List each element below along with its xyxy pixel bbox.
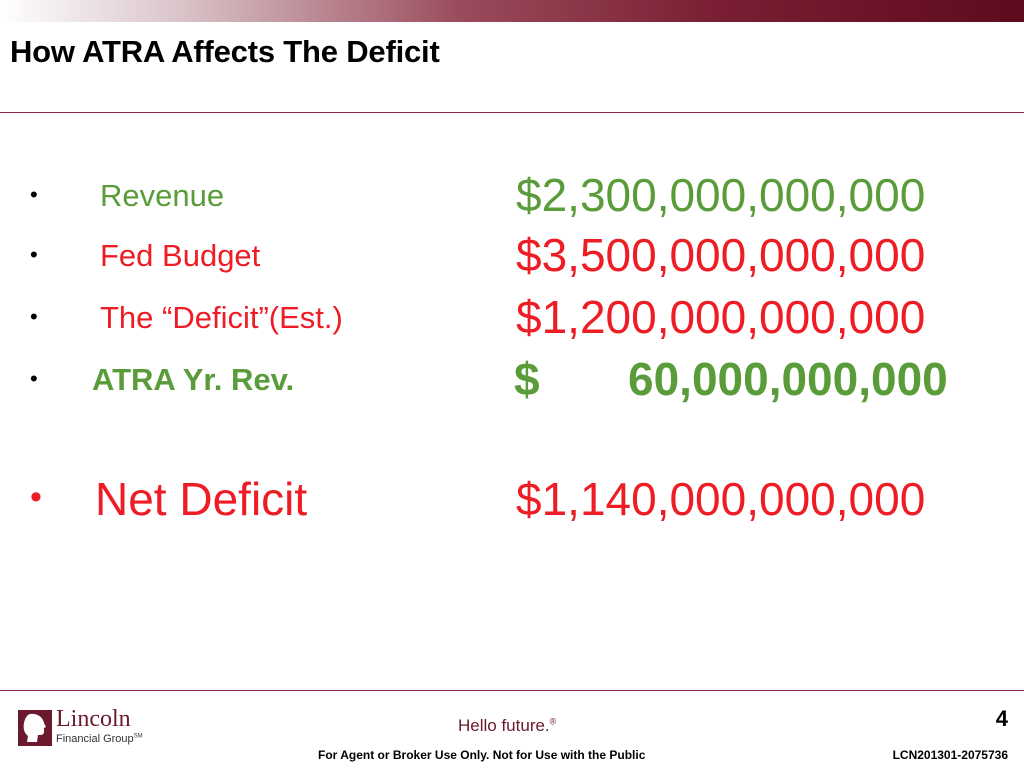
bullet: • xyxy=(30,304,38,329)
tagline-text: Hello future. xyxy=(458,716,550,735)
row-amount: $2,300,000,000,000 xyxy=(516,169,926,221)
footer-disclaimer: For Agent or Broker Use Only. Not for Us… xyxy=(318,748,646,762)
logo-subtitle-text: Financial Group xyxy=(56,733,134,745)
row-amount: $3,500,000,000,000 xyxy=(516,229,926,281)
tagline: Hello future.® xyxy=(458,716,556,736)
bullet: • xyxy=(30,242,38,267)
row-label: ATRA Yr. Rev. xyxy=(92,362,295,397)
document-code: LCN201301-2075736 xyxy=(892,748,1008,762)
slide-title: How ATRA Affects The Deficit xyxy=(10,34,440,69)
footer-divider xyxy=(0,690,1024,691)
title-divider xyxy=(0,112,1024,113)
logo-wordmark: Lincoln xyxy=(56,706,131,732)
company-logo: Lincoln Financial GroupSM xyxy=(18,706,168,752)
row-label: Net Deficit xyxy=(95,473,308,525)
row-amount: $1,200,000,000,000 xyxy=(516,291,926,343)
bullet: • xyxy=(30,182,38,207)
registered-mark: ® xyxy=(549,716,557,727)
row-amount: $1,140,000,000,000 xyxy=(516,473,926,525)
lincoln-profile-icon xyxy=(18,710,52,746)
service-mark: SM xyxy=(133,733,143,740)
row-label: The “Deficit”(Est.) xyxy=(100,300,343,335)
header-gradient-bar xyxy=(0,0,1024,22)
bullet: • xyxy=(30,478,42,516)
row-currency-symbol: $ xyxy=(514,353,540,405)
row-label: Revenue xyxy=(100,178,225,213)
row-label: Fed Budget xyxy=(100,238,261,273)
page-number: 4 xyxy=(995,706,1008,731)
row-amount: 60,000,000,000 xyxy=(628,353,948,405)
bullet: • xyxy=(30,366,38,391)
logo-subtitle: Financial GroupSM xyxy=(56,733,143,745)
